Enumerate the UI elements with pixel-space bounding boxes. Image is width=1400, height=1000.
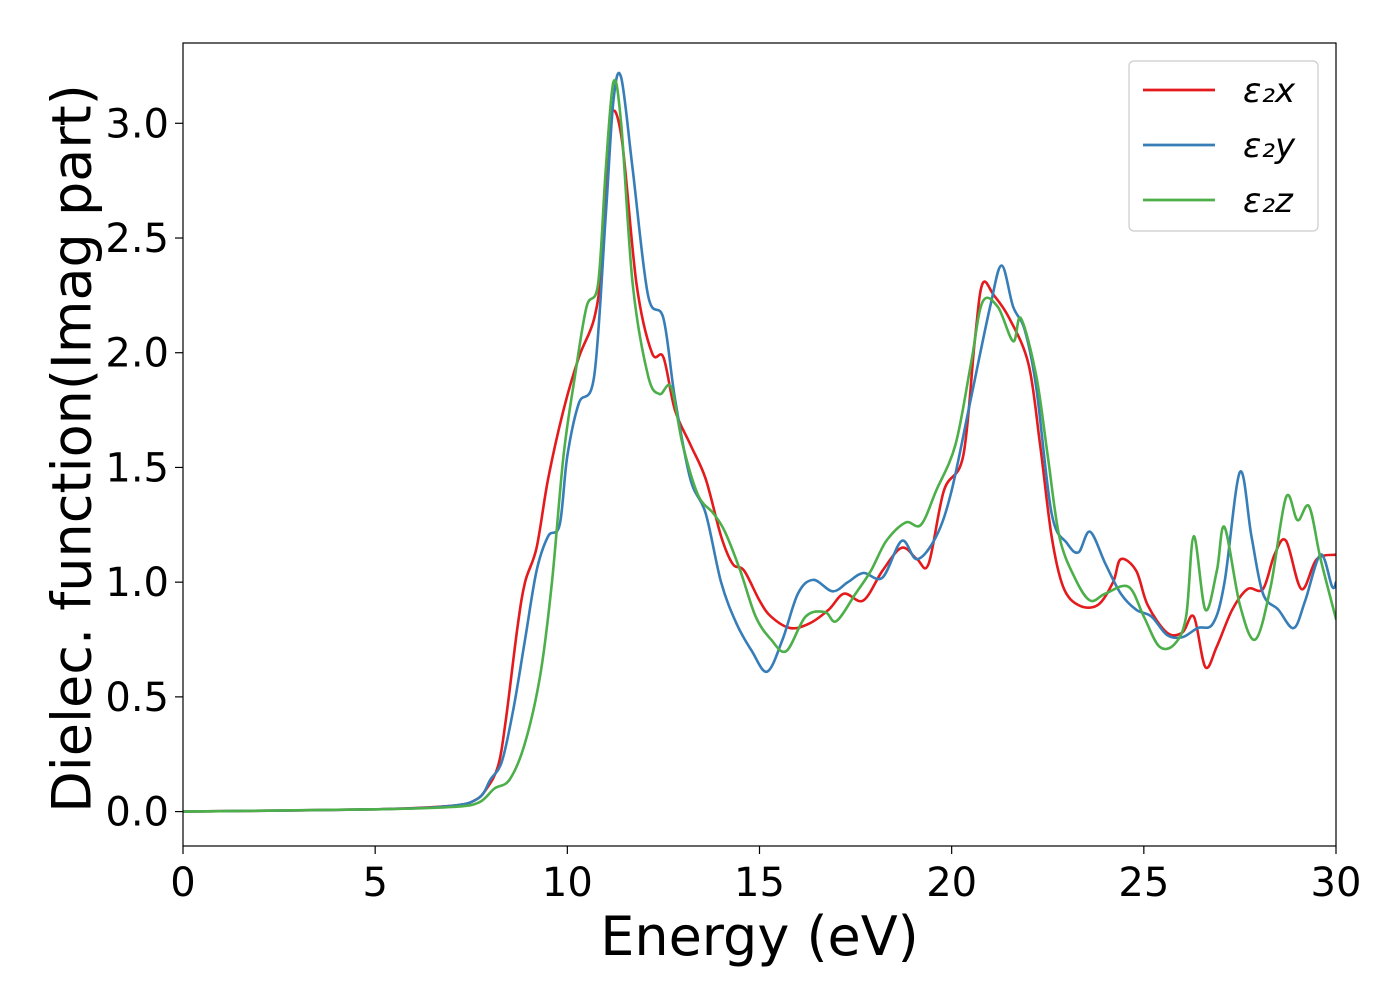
legend-label-2: ε₂y [1243, 126, 1296, 166]
y-axis: 0.0 0.5 1.0 1.5 2.0 2.5 3.0 [105, 101, 183, 836]
legend-box [1128, 60, 1319, 232]
x-tick-label: 10 [542, 860, 593, 906]
y-tick-label: 0.5 [105, 675, 169, 721]
y-axis-label: Dielec. function(Imag part) [41, 84, 104, 813]
legend-label-1: ε₂x [1243, 71, 1296, 111]
series-line-2 [183, 71, 1336, 813]
x-axis: 0 5 10 15 20 25 30 [170, 846, 1361, 906]
y-tick-label: 0.0 [105, 790, 169, 836]
x-axis-label: Energy (eV) [600, 905, 919, 968]
legend-label-3: ε₂z [1243, 181, 1294, 221]
legend: ε₂x ε₂y ε₂z [1128, 60, 1319, 232]
x-tick-label: 25 [1118, 860, 1169, 906]
y-tick-label: 1.5 [105, 445, 169, 491]
x-tick-label: 5 [362, 860, 387, 906]
y-tick-label: 3.0 [105, 101, 169, 147]
x-tick-label: 20 [926, 860, 977, 906]
y-tick-label: 1.0 [105, 560, 169, 606]
y-tick-label: 2.0 [105, 331, 169, 377]
x-tick-label: 0 [170, 860, 195, 906]
series-line-1 [183, 109, 1336, 813]
series-line-3 [183, 78, 1336, 813]
x-tick-label: 30 [1311, 860, 1362, 906]
x-tick-label: 15 [734, 860, 785, 906]
y-tick-label: 2.5 [105, 216, 169, 262]
plot-lines [183, 71, 1336, 813]
